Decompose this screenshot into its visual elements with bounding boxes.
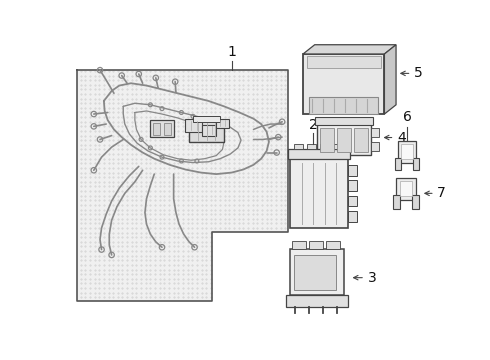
Bar bbox=[316, 117, 373, 125]
Bar bbox=[412, 195, 419, 209]
Bar bbox=[348, 180, 357, 191]
Bar bbox=[320, 128, 334, 152]
Text: 4: 4 bbox=[397, 131, 406, 144]
Bar bbox=[286, 295, 348, 307]
Bar bbox=[185, 120, 202, 132]
Text: 5: 5 bbox=[414, 66, 422, 80]
Bar bbox=[309, 241, 323, 249]
Bar bbox=[317, 120, 371, 155]
Bar bbox=[348, 165, 357, 176]
Text: 3: 3 bbox=[368, 271, 377, 285]
Bar bbox=[189, 120, 224, 142]
Bar bbox=[307, 144, 316, 149]
Bar bbox=[413, 158, 419, 170]
Bar bbox=[371, 142, 379, 151]
Bar bbox=[164, 122, 171, 135]
Polygon shape bbox=[303, 45, 396, 54]
Bar bbox=[150, 120, 173, 137]
Bar bbox=[288, 149, 350, 159]
Bar bbox=[354, 128, 368, 152]
Bar bbox=[193, 116, 220, 122]
Bar bbox=[326, 241, 340, 249]
Text: 6: 6 bbox=[403, 110, 412, 124]
Bar bbox=[292, 241, 306, 249]
Polygon shape bbox=[77, 70, 288, 301]
Bar bbox=[290, 249, 344, 295]
Bar bbox=[309, 97, 378, 114]
Bar bbox=[401, 144, 413, 159]
Bar bbox=[202, 125, 216, 136]
Bar bbox=[333, 144, 343, 149]
Bar bbox=[348, 211, 357, 222]
Polygon shape bbox=[385, 45, 396, 114]
Bar bbox=[397, 141, 416, 163]
Text: 7: 7 bbox=[437, 186, 446, 201]
Bar bbox=[290, 155, 348, 228]
Text: 2: 2 bbox=[309, 118, 318, 132]
Bar bbox=[396, 178, 416, 199]
Bar bbox=[216, 119, 229, 128]
Bar bbox=[371, 128, 379, 137]
Bar bbox=[303, 54, 385, 114]
Text: 1: 1 bbox=[227, 45, 236, 59]
Bar bbox=[393, 195, 400, 209]
Bar bbox=[307, 56, 381, 68]
Bar bbox=[348, 196, 357, 206]
Bar bbox=[400, 181, 412, 197]
Bar bbox=[294, 255, 336, 289]
Bar bbox=[337, 128, 351, 152]
Bar bbox=[294, 144, 303, 149]
Bar bbox=[153, 122, 160, 135]
Bar bbox=[320, 144, 329, 149]
Bar bbox=[394, 158, 401, 170]
